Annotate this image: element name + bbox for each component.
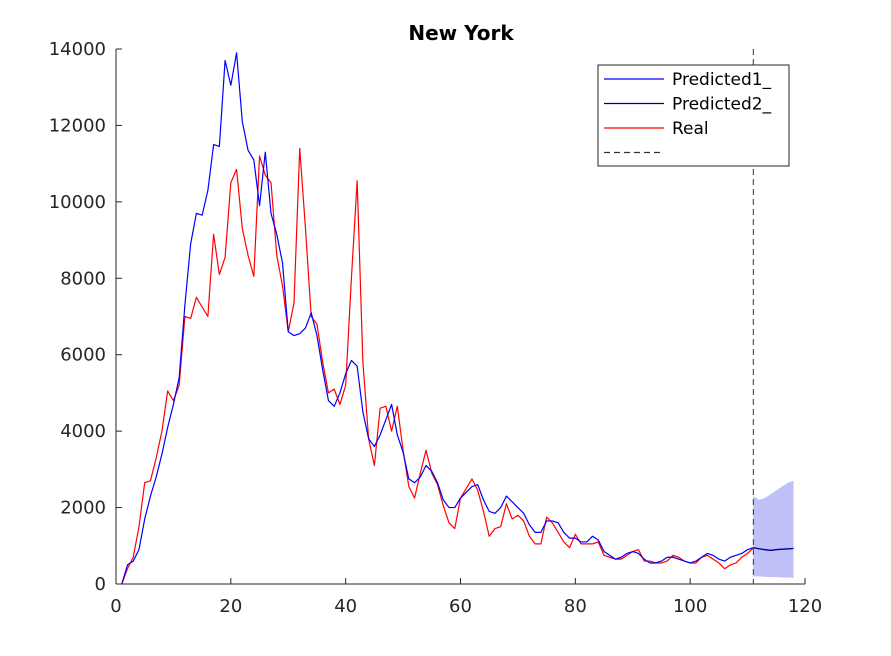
y-tick-label: 0 [95,574,106,595]
legend-box [597,64,790,167]
x-tick-label: 120 [788,596,822,617]
legend-entry-predicted1-label: Predicted1_ [672,70,772,90]
y-tick-label: 2000 [60,498,106,519]
x-tick-label: 100 [673,596,707,617]
legend-entry-predicted2-label: Predicted2_ [672,95,772,115]
predicted2-line [753,547,794,551]
prediction-interval-band [753,480,794,578]
y-tick-label: 6000 [60,345,106,366]
x-tick-label: 80 [564,596,587,617]
x-tick-label: 0 [110,596,121,617]
legend-entry-real-label: Real [672,119,709,139]
y-tick-label: 4000 [60,421,106,442]
y-tick-label: 12000 [49,115,106,136]
y-tick-label: 8000 [60,268,106,289]
prediction-band-layer [753,480,794,578]
predicted1-line [121,52,794,585]
axes: 0 20 40 60 80 100 120 0 2000 4000 6000 8000 10000 120… [49,39,822,617]
chart-title: New York [408,21,514,45]
y-tick-label: 10000 [49,192,106,213]
x-tick-label: 20 [219,596,242,617]
x-tick-label: 60 [449,596,472,617]
legend: Predicted1_ Predicted2_ Real [597,64,790,167]
y-tick-label: 14000 [49,39,106,60]
x-tick-label: 40 [334,596,357,617]
series-layer [121,52,794,585]
